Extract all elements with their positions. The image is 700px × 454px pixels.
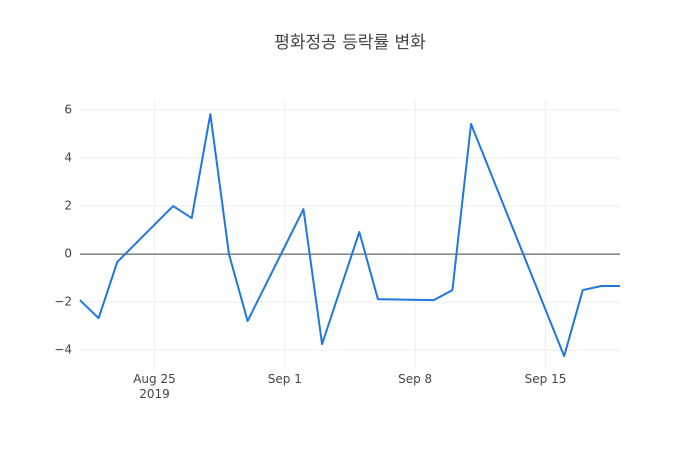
tick-label-line: Aug 25 <box>133 372 176 386</box>
x-tick-label: Aug 25 2019 <box>133 372 176 401</box>
tick-label-line: 2019 <box>139 387 170 401</box>
y-tick-label: −2 <box>54 295 72 309</box>
x-tick-label: Sep 15 <box>525 372 567 386</box>
tick-label-line: Sep 1 <box>268 372 302 386</box>
y-tick-label: 6 <box>64 103 72 117</box>
chart-title: 평화정공 등락률 변화 <box>274 33 426 53</box>
y-tick-label: −4 <box>54 343 72 357</box>
y-tick-label: 0 <box>64 247 72 261</box>
y-tick-label: 2 <box>64 199 72 213</box>
tick-label-line: Sep 15 <box>525 372 567 386</box>
x-tick-label: Sep 1 <box>268 372 302 386</box>
line <box>79 113 620 358</box>
x-tick-label: Sep 8 <box>398 372 432 386</box>
y-tick-label: 4 <box>64 151 72 165</box>
tick-label-line: Sep 8 <box>398 372 432 386</box>
